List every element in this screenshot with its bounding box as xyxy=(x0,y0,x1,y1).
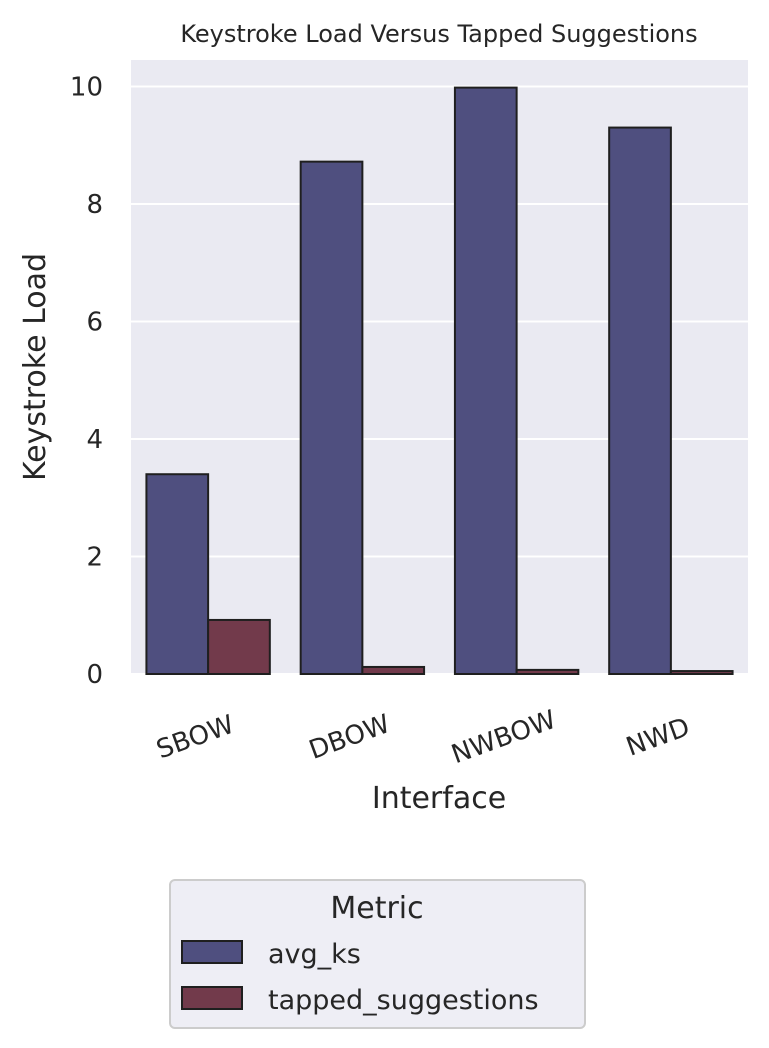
y-tick-label: 0 xyxy=(86,660,103,690)
legend-label-avg-ks: avg_ks xyxy=(268,939,361,970)
legend-swatch-avg-ks xyxy=(181,940,243,964)
legend-label-tapped-suggestions: tapped_suggestions xyxy=(268,985,539,1016)
legend-box xyxy=(169,879,586,1029)
y-tick-label: 6 xyxy=(86,307,103,337)
bar-avg-ks-nwbow xyxy=(453,86,518,676)
x-tick-label: NWD xyxy=(622,712,694,762)
bar-avg-ks-nwd xyxy=(608,126,672,675)
bar-tapped-suggestions-nwbow xyxy=(515,668,580,676)
y-tick-label: 2 xyxy=(86,542,103,572)
legend-title: Metric xyxy=(330,891,423,926)
bar-avg-ks-dbow xyxy=(299,160,364,676)
legend: Metric avg_ks tapped_suggestions xyxy=(169,879,586,1029)
x-tick-label: NWBOW xyxy=(448,705,560,770)
bars xyxy=(145,86,734,676)
y-axis-label: Keystroke Load xyxy=(18,253,53,481)
y-tick-label: 10 xyxy=(70,72,103,102)
y-tick-labels: 0 2 4 6 8 10 xyxy=(70,72,103,690)
x-axis-label: Interface xyxy=(372,781,506,816)
bar-tapped-suggestions-dbow xyxy=(361,665,426,675)
legend-swatch-tapped-suggestions xyxy=(181,986,243,1010)
bar-tapped-suggestions-sbow xyxy=(207,618,271,676)
bar-avg-ks-sbow xyxy=(145,473,210,676)
x-tick-label: DBOW xyxy=(305,709,394,766)
y-tick-label: 8 xyxy=(86,190,103,220)
chart-title: Keystroke Load Versus Tapped Suggestions xyxy=(180,20,697,48)
y-tick-label: 4 xyxy=(86,425,103,455)
x-tick-labels: SBOW DBOW NWBOW NWD xyxy=(153,705,694,770)
x-tick-label: SBOW xyxy=(153,710,238,766)
bar-tapped-suggestions-nwd xyxy=(669,670,734,675)
